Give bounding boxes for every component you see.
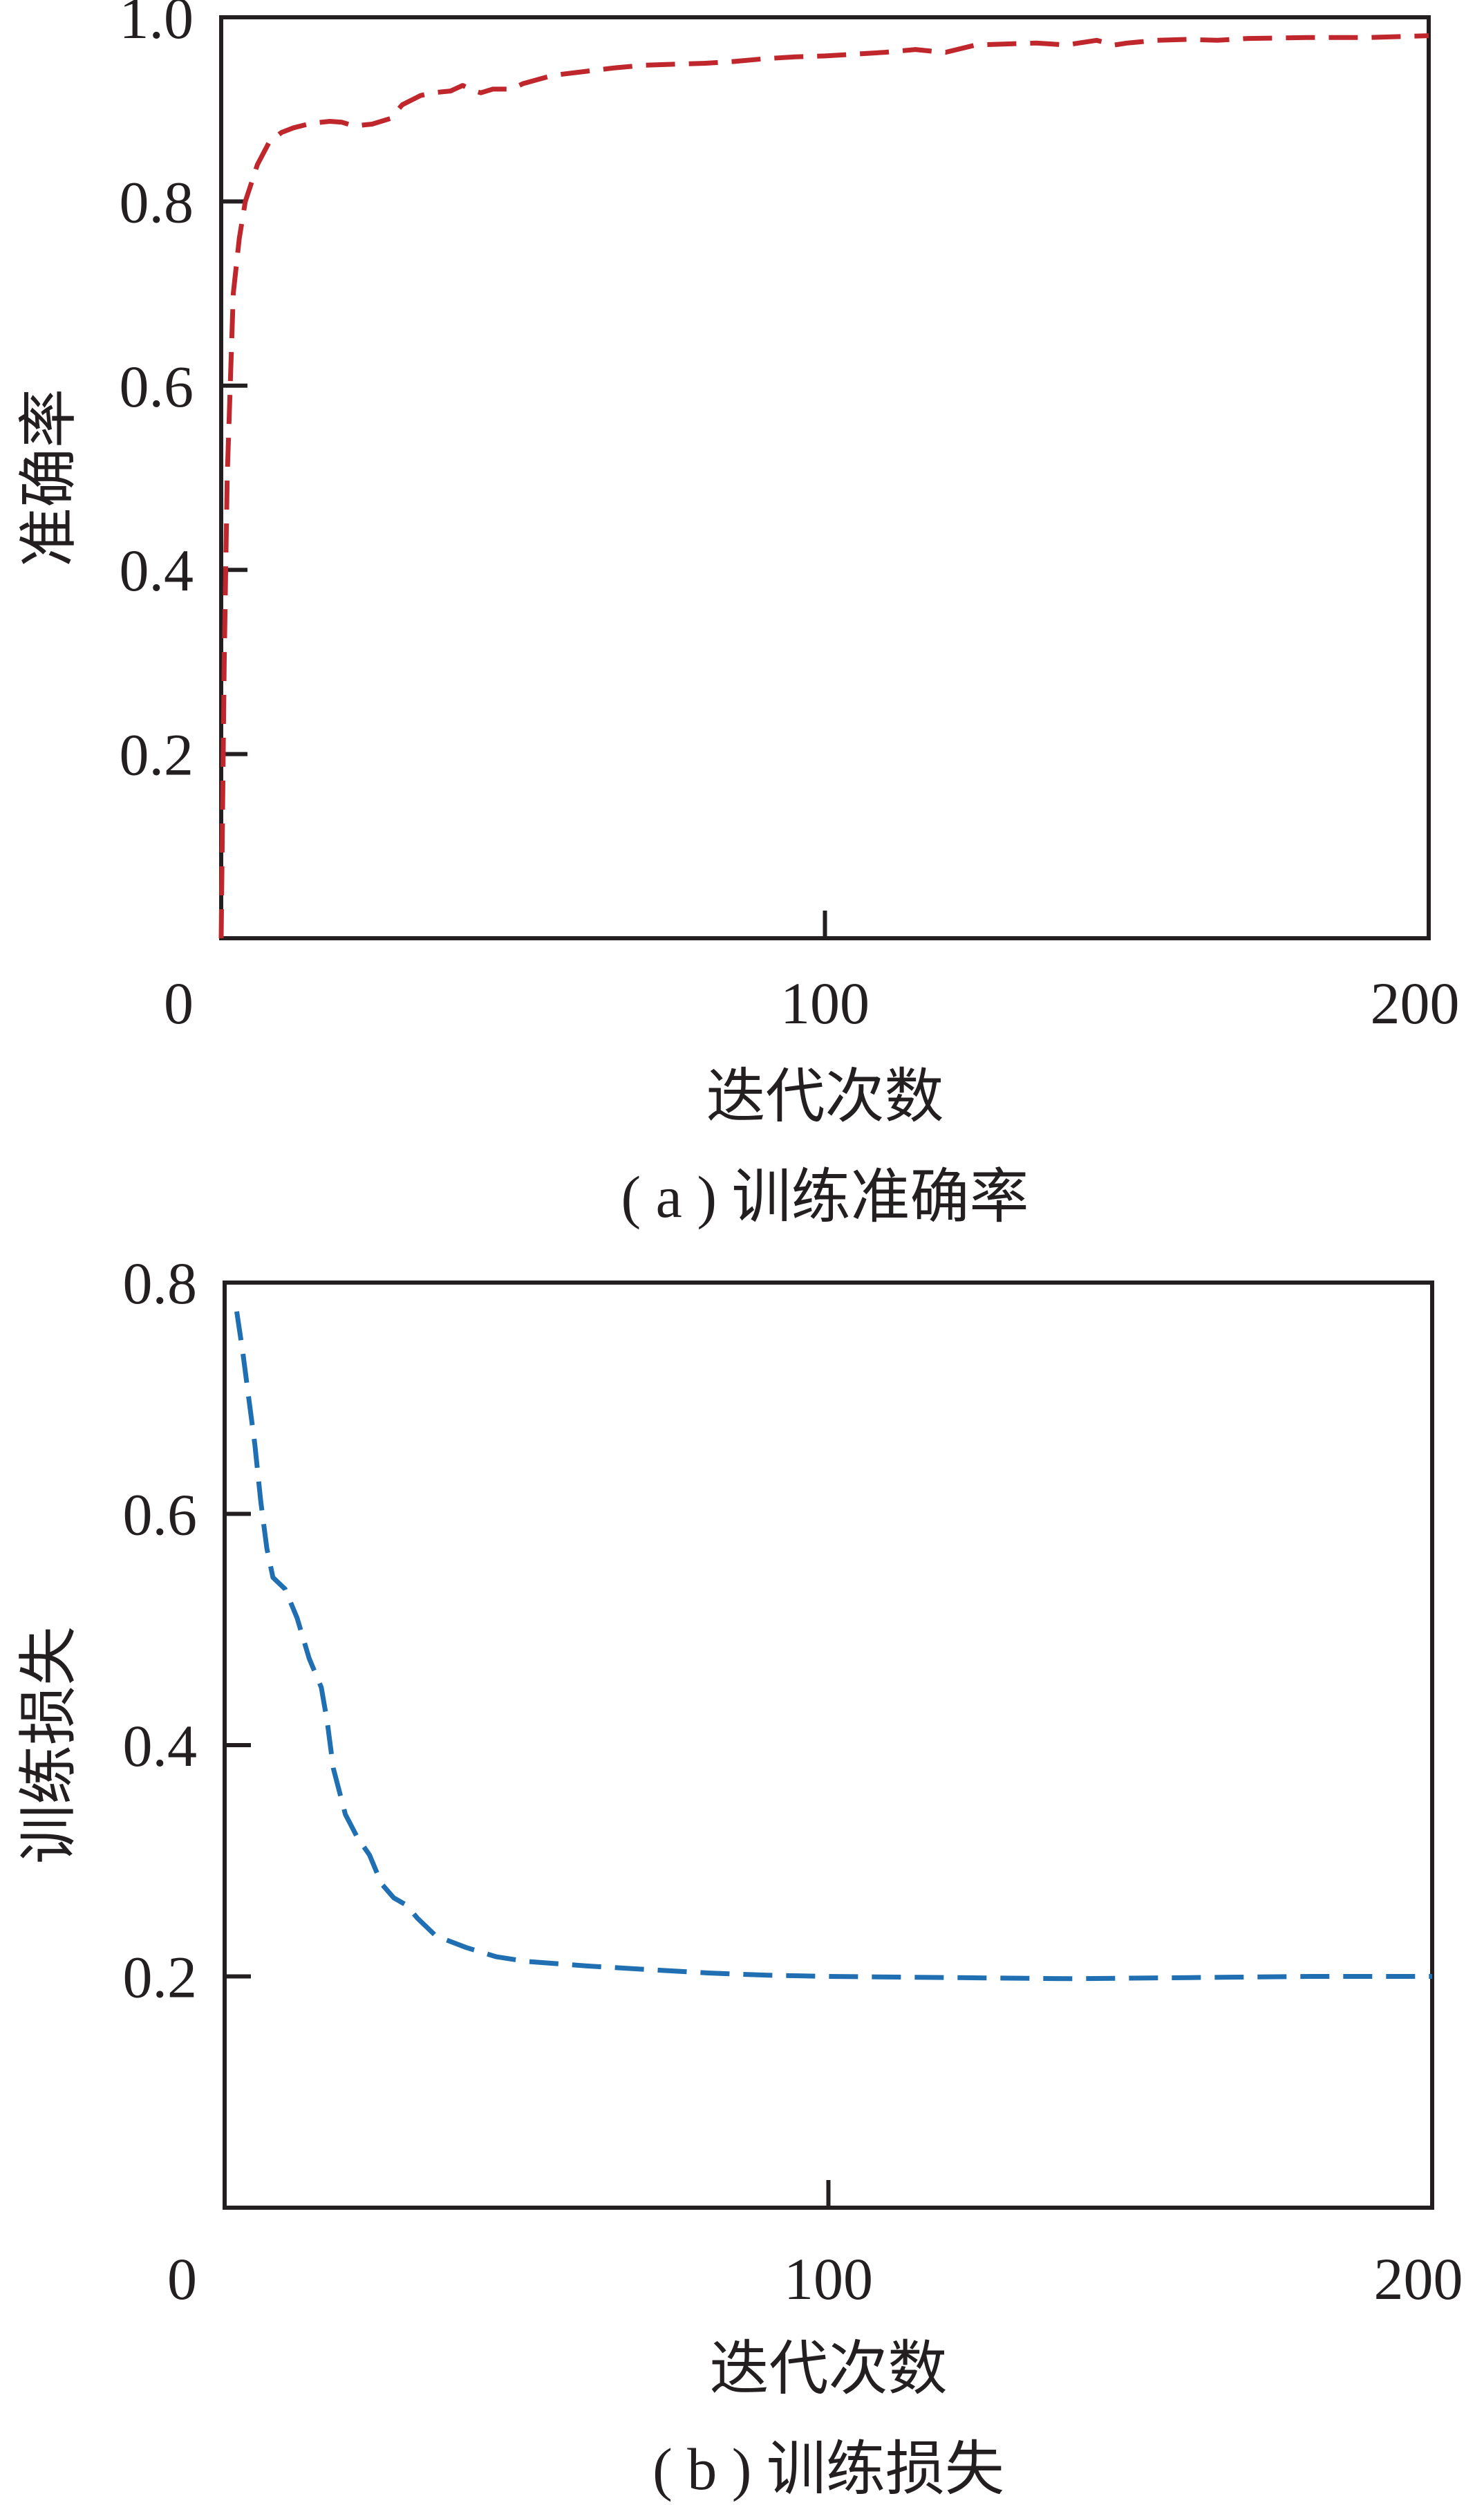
- accuracy-chart: 0.2 0.4 0.6 0.8 1.0 0 100 200 迭代次数 准确率 ( a ) 训…: [16, 0, 1460, 1230]
- accuracy-y-axis: 0.2 0.4 0.6 0.8 1.0: [120, 0, 247, 788]
- accuracy-x-axis-label: 迭代次数: [706, 1063, 944, 1130]
- loss-y-axis: 0.2 0.4 0.6 0.8: [123, 1250, 251, 2011]
- loss-y-tick-label: 0.2: [123, 1944, 198, 2011]
- loss-x-tick-label: 100: [784, 2246, 873, 2312]
- accuracy-series-line: [218, 33, 1429, 939]
- loss-plot-frame: [223, 1281, 1434, 2210]
- loss-x-tick-label: 200: [1374, 2246, 1463, 2312]
- loss-chart-caption: ( b ) 训练损失: [652, 2436, 1004, 2502]
- accuracy-y-axis-label: 准确率: [16, 389, 82, 567]
- accuracy-x-axis: 0 100 200: [164, 911, 1460, 1036]
- loss-chart: 0.2 0.4 0.6 0.8 0 100 200 迭代次数 训练损失 ( b ) 训练损…: [16, 1250, 1463, 2502]
- loss-x-tick-label: 0: [167, 2246, 197, 2312]
- accuracy-y-tick-label: 0.2: [120, 722, 194, 788]
- accuracy-x-tick-label: 200: [1371, 970, 1460, 1036]
- accuracy-y-tick-label: 0.4: [120, 537, 194, 604]
- accuracy-y-tick-label: 0.8: [120, 169, 194, 235]
- accuracy-x-tick-label: 100: [780, 970, 870, 1036]
- loss-x-axis-label: 迭代次数: [710, 2336, 948, 2402]
- loss-series-line: [234, 1311, 1432, 1982]
- accuracy-y-tick-label: 0.6: [120, 353, 194, 420]
- loss-y-tick-label: 0.4: [123, 1713, 198, 1779]
- accuracy-x-tick-label: 0: [164, 970, 194, 1036]
- loss-x-axis: 0 100 200: [167, 2180, 1463, 2312]
- accuracy-chart-caption: ( a ) 训练准确率: [621, 1164, 1029, 1230]
- accuracy-y-tick-label: 1.0: [120, 0, 194, 51]
- loss-y-tick-label: 0.8: [123, 1250, 198, 1316]
- loss-y-tick-label: 0.6: [123, 1482, 198, 1548]
- loss-y-axis-label: 训练损失: [16, 1626, 82, 1864]
- accuracy-plot-frame: [219, 15, 1431, 940]
